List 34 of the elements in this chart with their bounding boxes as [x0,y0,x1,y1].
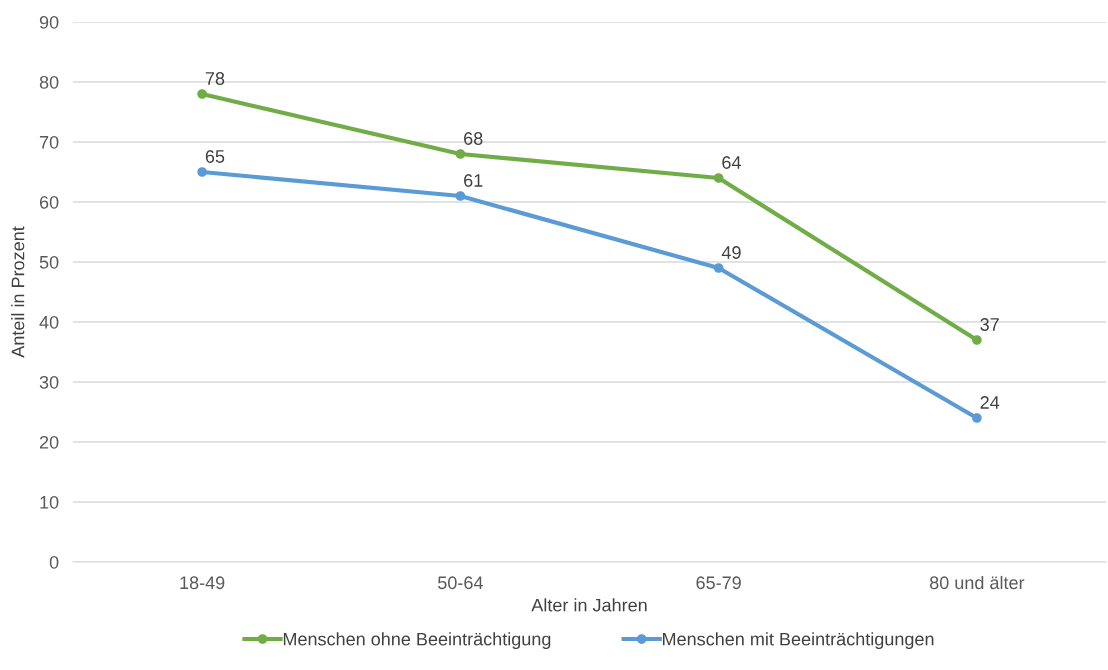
point [713,263,724,273]
y-tick-label: 50 [39,255,59,269]
y-tick-label: 90 [39,15,59,29]
y-tick-label: 70 [39,135,59,149]
y-tick-label: 20 [39,435,59,449]
x-axis-title: Alter in Jahren [531,598,647,612]
y-axis-title: Anteil in Prozent [11,226,25,358]
point [972,413,982,423]
legend-label: Menschen ohne Beeinträchtigung [283,632,551,650]
data-label: 78 [205,72,225,85]
x-tick-label: 80 und älter [929,575,1025,590]
point [197,89,207,99]
point [197,167,207,177]
point [455,191,466,201]
x-tick-label: 65-79 [696,576,741,590]
y-tick-label: 10 [40,495,59,509]
data-label: 68 [464,132,483,145]
point [455,149,466,159]
x-tick-label: 50-64 [438,576,483,590]
data-label: 61 [464,174,483,187]
y-tick-label: 80 [39,75,59,89]
legend-label: Menschen mit Beeinträchtigungen [663,632,934,650]
data-label: 64 [722,156,741,169]
data-label: 49 [721,246,741,259]
data-label: 24 [980,396,1000,409]
data-label: 37 [980,318,999,331]
point [713,173,724,183]
x-tick-label: 18-49 [180,576,225,590]
y-tick-label: 0 [49,555,59,569]
point [972,335,982,345]
y-tick-label: 30 [39,375,59,389]
y-tick-label: 40 [39,315,59,329]
y-tick-label: 60 [39,195,59,209]
data-label: 65 [205,150,225,163]
